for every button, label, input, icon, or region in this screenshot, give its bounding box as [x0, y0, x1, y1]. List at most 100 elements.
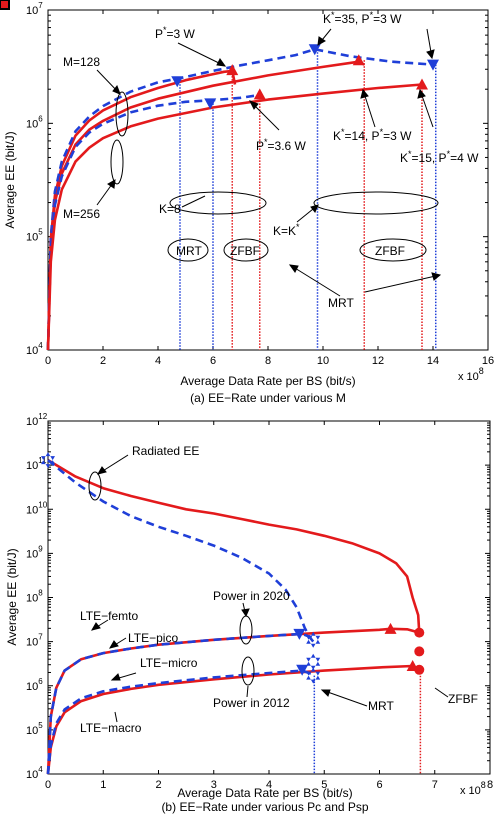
y-tick-label: 1010 — [26, 500, 48, 516]
red-triangle-up-marker — [352, 54, 365, 66]
x-tick-label: 4 — [266, 779, 272, 791]
x-tick-label: 4 — [155, 355, 161, 367]
red-triangle-up-marker — [253, 88, 266, 100]
red-circle-marker — [414, 664, 425, 675]
blue-triangle-down-marker — [171, 76, 184, 88]
blue-dashed-series-1 — [47, 459, 315, 643]
x-tick-label: 6 — [210, 355, 216, 367]
label-lte-pico: LTE−pico — [128, 631, 178, 645]
label-kk: K=K* — [273, 222, 300, 238]
x-tick-label: 2 — [155, 779, 161, 791]
label-lte-macro: LTE−macro — [80, 721, 142, 735]
red-circle-marker — [414, 646, 425, 657]
x-tick-label: 8 — [265, 355, 271, 367]
blue-dashed-series-5 — [46, 669, 314, 775]
red-triangle-up-marker — [384, 622, 397, 634]
panel-b-caption: (b) EE−Rate under various Pc and Psp — [161, 800, 368, 814]
y-tick-label: 109 — [26, 544, 43, 560]
panel-b-markers — [0, 0, 425, 684]
label-p36: P*=3.6 W — [256, 137, 307, 153]
ellipse-kk — [313, 191, 439, 215]
y-tick-label: 106 — [26, 677, 43, 693]
panel-a-caption: (a) EE−Rate under various M — [190, 391, 346, 405]
blue-star-marker — [306, 667, 321, 684]
panel-a-annotation-shapes — [96, 28, 442, 297]
label-lte-femto: LTE−femto — [80, 609, 138, 623]
label-power2012: Power in 2012 — [213, 696, 290, 710]
y-tick-label: 104 — [26, 341, 43, 357]
panel-b-vertical-lines — [313, 669, 422, 774]
x-tick-label: 16 — [482, 355, 494, 367]
label-k15: K*=15, P*=4 W — [400, 149, 479, 165]
x-tick-label: 10 — [317, 355, 329, 367]
label-k35: K*=35, P*=3 W — [323, 10, 402, 26]
red-circle-marker — [414, 627, 425, 638]
y-tick-label: 105 — [26, 721, 43, 737]
blue-dashed-series-3 — [46, 632, 314, 775]
label-p3: P*=3 W — [155, 25, 196, 41]
blue-star-marker — [306, 653, 321, 670]
panel-b-ylabel: Average EE (bit/J) — [5, 548, 19, 645]
label-mrt: MRT — [368, 699, 394, 713]
panel-b-annotation-shapes — [88, 454, 449, 723]
red-triangle-up-marker — [226, 64, 239, 76]
label-mrt-big: MRT — [328, 296, 354, 310]
x-tick-label: 6 — [376, 779, 382, 791]
x-tick-label: 0 — [45, 779, 51, 791]
red-solid-series-2 — [46, 60, 365, 351]
lte-square-marker — [0, 0, 10, 10]
panel-b-ticks: 0 1 2 3 4 5 6 7 8 104 105 106 107 108 109 1010 1011 1012 — [26, 412, 493, 791]
panel-a-markers — [171, 44, 439, 110]
ellipse-2012 — [241, 656, 255, 686]
y-tick-label: 107 — [26, 1, 43, 17]
red-solid-series-4 — [46, 83, 423, 351]
y-tick-label: 1011 — [26, 456, 47, 472]
panel-a-x-multiplier: x 108 — [458, 366, 484, 383]
x-tick-label: 5 — [321, 779, 327, 791]
blue-triangle-down-marker — [204, 98, 217, 110]
label-zfbf-big: ZFBF — [375, 244, 405, 258]
ellipse-mrt-small — [167, 238, 209, 262]
red-triangle-up-marker — [416, 78, 428, 90]
x-tick-label: 1 — [100, 779, 106, 791]
ellipse-zfbf-big — [359, 238, 427, 262]
label-mrt-small: MRT — [176, 244, 202, 258]
label-zfbf-small: ZFBF — [230, 244, 260, 258]
panel-a-ylabel: Average EE (bit/J) — [3, 131, 17, 228]
x-tick-label: 2 — [100, 355, 106, 367]
panel-b: 0 1 2 3 4 5 6 7 8104105106107108109101010111012 … — [0, 0, 493, 814]
label-k8: K=8 — [159, 202, 181, 216]
panel-a-ticks: 0 2 4 6 8 10 12 14 16 104 105 106 107 — [26, 1, 494, 367]
blue-star-marker — [41, 452, 55, 469]
ellipse-zfbf-small — [223, 238, 269, 262]
panel-a-xlabel: Average Data Rate per BS (bit/s) — [180, 374, 355, 388]
x-tick-label: 12 — [372, 355, 384, 367]
y-tick-label: 106 — [26, 114, 43, 130]
x-tick-label: 14 — [427, 355, 439, 367]
label-m128: M=128 — [63, 55, 100, 69]
y-tick-label: 104 — [26, 765, 43, 781]
y-tick-label: 107 — [26, 633, 43, 649]
label-lte-micro: LTE−micro — [140, 656, 198, 670]
blue-star-marker — [306, 631, 321, 648]
blue-triangle-down-marker — [308, 44, 321, 56]
label-m256: M=256 — [63, 207, 100, 221]
blue-dashed-series-1 — [46, 48, 434, 351]
y-tick-label: 108 — [26, 589, 43, 605]
label-power2020: Power in 2020 — [213, 589, 290, 603]
label-k14: K*=14, P*=3 W — [333, 127, 412, 143]
x-tick-label: 3 — [211, 779, 217, 791]
ellipse-k8 — [169, 191, 267, 215]
ellipse-m256 — [110, 139, 124, 185]
red-solid-series-0 — [47, 458, 421, 634]
panel-b-series — [46, 458, 421, 775]
red-solid-series-4 — [46, 664, 420, 775]
x-tick-label: 8 — [487, 779, 493, 791]
label-zfbf: ZFBF — [448, 692, 478, 706]
label-radiated: Radiated EE — [132, 444, 199, 458]
y-tick-label: 105 — [26, 228, 43, 244]
x-tick-label: 0 — [45, 355, 51, 367]
ellipse-radiated — [88, 471, 102, 501]
